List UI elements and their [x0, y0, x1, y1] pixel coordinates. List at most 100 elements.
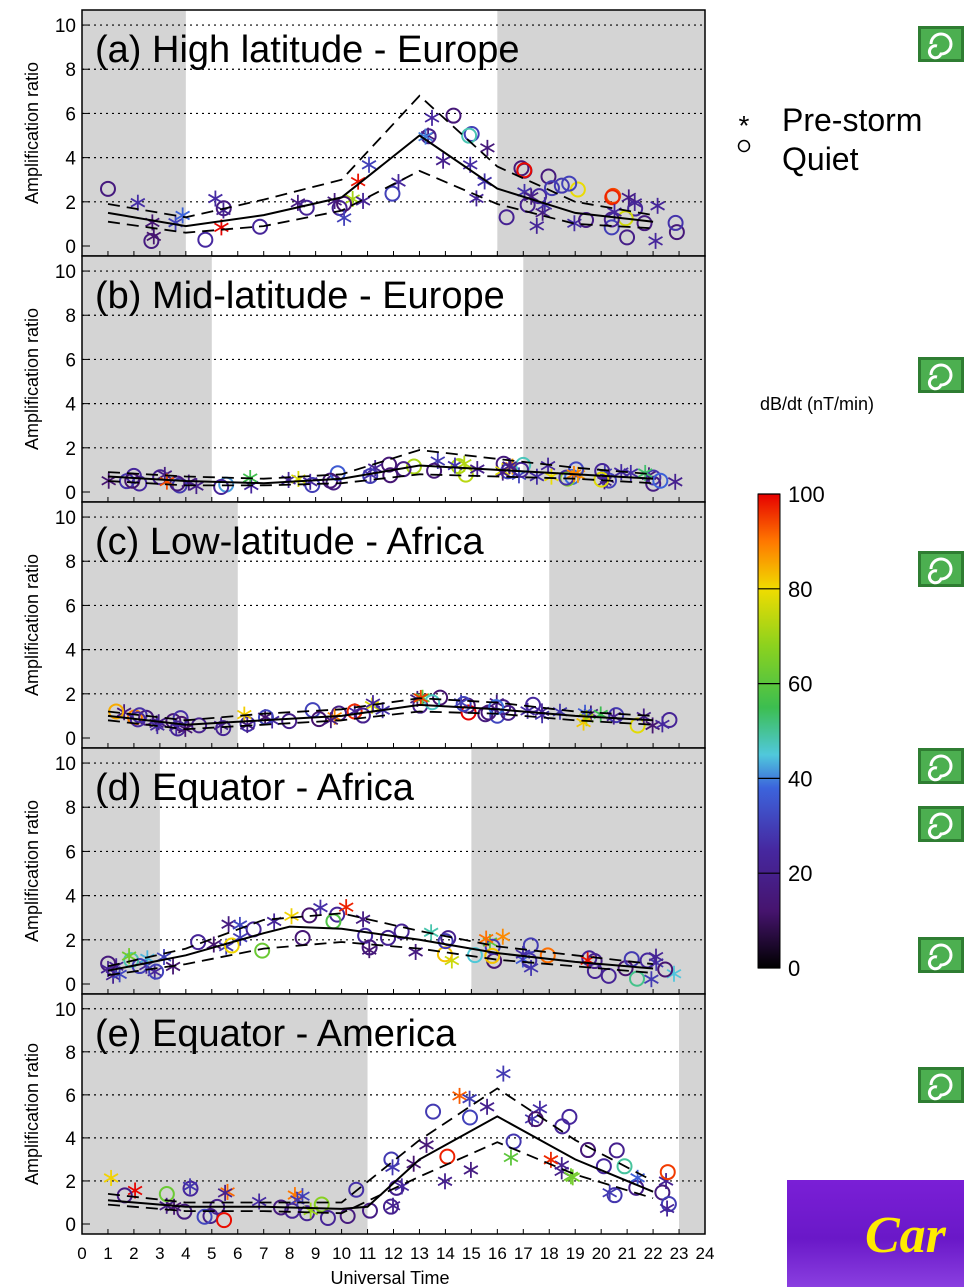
- legend-pre-storm: Pre-storm: [782, 102, 922, 138]
- x-tick-label: 12: [384, 1244, 403, 1263]
- y-axis-label: Amplification ratio: [22, 800, 42, 942]
- x-tick-label: 20: [592, 1244, 611, 1263]
- pre-storm-point: [659, 1200, 675, 1217]
- x-tick-label: 0: [77, 1244, 86, 1263]
- pre-storm-point: [654, 716, 670, 733]
- pre-storm-point: [462, 1090, 477, 1107]
- y-axis-label: Amplification ratio: [22, 308, 42, 450]
- y-tick-label: 0: [65, 975, 76, 996]
- quiet-point: [543, 180, 560, 197]
- x-tick-label: 7: [259, 1244, 268, 1263]
- y-tick-label: 6: [65, 842, 76, 863]
- y-tick-label: 6: [65, 596, 76, 617]
- quiet-point: [553, 177, 570, 194]
- lower-quartile-line: [107, 169, 654, 234]
- quiet-point: [461, 127, 478, 144]
- quiet-point: [603, 211, 620, 228]
- pre-storm-point: [563, 1168, 579, 1185]
- pre-storm-point: [355, 192, 371, 209]
- pre-storm-point: [452, 1087, 467, 1104]
- quiet-point: [298, 199, 315, 216]
- pre-storm-point: [535, 204, 551, 221]
- pre-storm-point: [208, 190, 223, 207]
- x-tick-label: 23: [670, 1244, 689, 1263]
- quiet-point: [561, 175, 578, 192]
- upper-quartile-line: [107, 912, 654, 968]
- quiet-point: [652, 472, 669, 489]
- legend-asterisk-marker: *: [739, 110, 750, 141]
- pre-storm-point: [435, 152, 451, 169]
- upper-quartile-line: [107, 1087, 654, 1204]
- legend-circle-marker: [737, 139, 751, 153]
- panel-d: 0 2 4 6 8 10 Amplification ratio (d) Equator - …: [22, 747, 706, 996]
- quiet-point: [254, 942, 271, 959]
- median-line: [107, 703, 654, 726]
- quiet-point: [645, 475, 662, 492]
- panel-title: (b) Mid-latitude - Europe: [95, 275, 505, 317]
- median-line: [107, 134, 654, 228]
- x-axis: 0 1 2 3 4 5 6 7 8 9 10 11 12 13 14 15 16 17 18 19 20 21 22 23 24: [77, 1244, 714, 1263]
- night-shading: [82, 502, 238, 748]
- pre-storm-point: [523, 188, 539, 205]
- quiet-point: [668, 224, 685, 241]
- x-tick-label: 6: [233, 1244, 242, 1263]
- panel-e: 0 2 4 6 8 10 Amplification ratio (e) Equator - …: [22, 993, 706, 1236]
- quiet-point: [432, 689, 449, 706]
- median-line: [107, 925, 654, 972]
- quiet-point: [436, 946, 453, 963]
- pre-storm-point: [338, 899, 354, 916]
- quiet-point: [484, 947, 501, 964]
- x-tick-label: 10: [332, 1244, 351, 1263]
- quiet-point: [603, 219, 620, 236]
- pre-storm-point: [495, 928, 511, 945]
- quiet-point: [461, 1109, 478, 1126]
- quiet-point: [513, 160, 530, 177]
- y-tick-label: 2: [65, 931, 76, 952]
- y-tick-label: 8: [65, 1043, 76, 1064]
- quiet-point: [657, 961, 674, 978]
- pre-storm-point: [206, 936, 222, 953]
- quiet-point: [463, 125, 480, 142]
- colorbar-gradient: [757, 493, 781, 969]
- panel-title: (a) High latitude - Europe: [95, 29, 520, 71]
- y-tick-label: 4: [65, 641, 76, 662]
- pre-storm-point: [419, 1136, 434, 1153]
- y-tick-label: 6: [65, 350, 76, 371]
- pre-storm-point: [221, 916, 236, 933]
- pre-storm-point: [540, 457, 556, 474]
- y-tick-label: 0: [65, 483, 76, 504]
- swirl-icon: [918, 357, 964, 393]
- x-tick-label: 3: [155, 1244, 164, 1263]
- panel-title: (d) Equator - Africa: [95, 767, 415, 809]
- panel-title: (c) Low-latitude - Africa: [95, 521, 484, 563]
- lower-quartile-line: [107, 473, 654, 487]
- pre-storm-point: [644, 971, 659, 988]
- quiet-point: [616, 1158, 633, 1175]
- y-tick-label: 8: [65, 60, 76, 81]
- pre-storm-point: [627, 194, 643, 211]
- quiet-point: [384, 185, 401, 202]
- y-tick-label: 8: [65, 798, 76, 819]
- pre-storm-point: [648, 948, 664, 965]
- quiet-point: [450, 458, 467, 475]
- night-shading: [679, 994, 705, 1234]
- quiet-point: [294, 929, 311, 946]
- pre-storm-point: [424, 109, 440, 126]
- pre-storm-point: [602, 1184, 618, 1201]
- colorbar: 100 80 60 40 20 0: [757, 482, 825, 981]
- pre-storm-point: [469, 190, 484, 207]
- quiet-point: [425, 1103, 442, 1120]
- upper-quartile-line: [107, 697, 654, 722]
- y-tick-label: 2: [65, 439, 76, 460]
- median-line: [107, 1115, 654, 1210]
- quiet-point: [319, 1209, 336, 1226]
- pre-storm-point: [423, 924, 439, 941]
- x-tick-label: 8: [285, 1244, 294, 1263]
- y-tick-label: 10: [55, 1000, 76, 1021]
- legend-quiet: Quiet: [782, 141, 859, 177]
- y-tick-label: 0: [65, 729, 76, 750]
- x-tick-label: 19: [566, 1244, 585, 1263]
- quiet-point: [568, 461, 585, 478]
- quiet-point: [539, 947, 556, 964]
